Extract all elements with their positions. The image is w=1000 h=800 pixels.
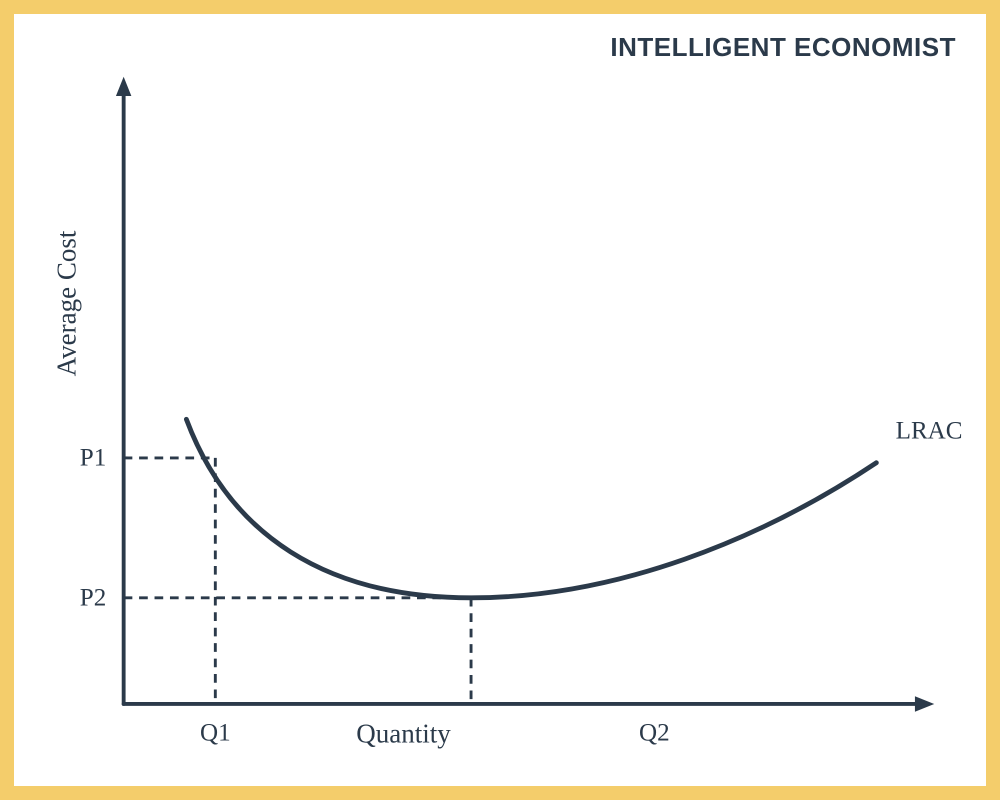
y-axis-label: Average Cost [51, 230, 81, 376]
y-tick-label: P2 [80, 585, 107, 612]
lrac-curve [186, 419, 876, 598]
curve-label: LRAC [896, 418, 963, 445]
watermark-text: INTELLIGENT ECONOMIST [610, 32, 956, 63]
x-axis-label: Quantity [356, 719, 451, 749]
x-axis-arrow [915, 696, 934, 711]
y-axis-arrow [116, 77, 131, 96]
x-tick-label: Q1 [200, 720, 231, 747]
x-tick-label: Q2 [639, 720, 670, 747]
chart-frame: INTELLIGENT ECONOMIST LRAC Average Cost Qu… [0, 0, 1000, 800]
y-tick-label: P1 [80, 445, 107, 472]
lrac-chart: LRAC Average Cost Quantity P1 P2 Q1 Q2 [14, 14, 986, 786]
